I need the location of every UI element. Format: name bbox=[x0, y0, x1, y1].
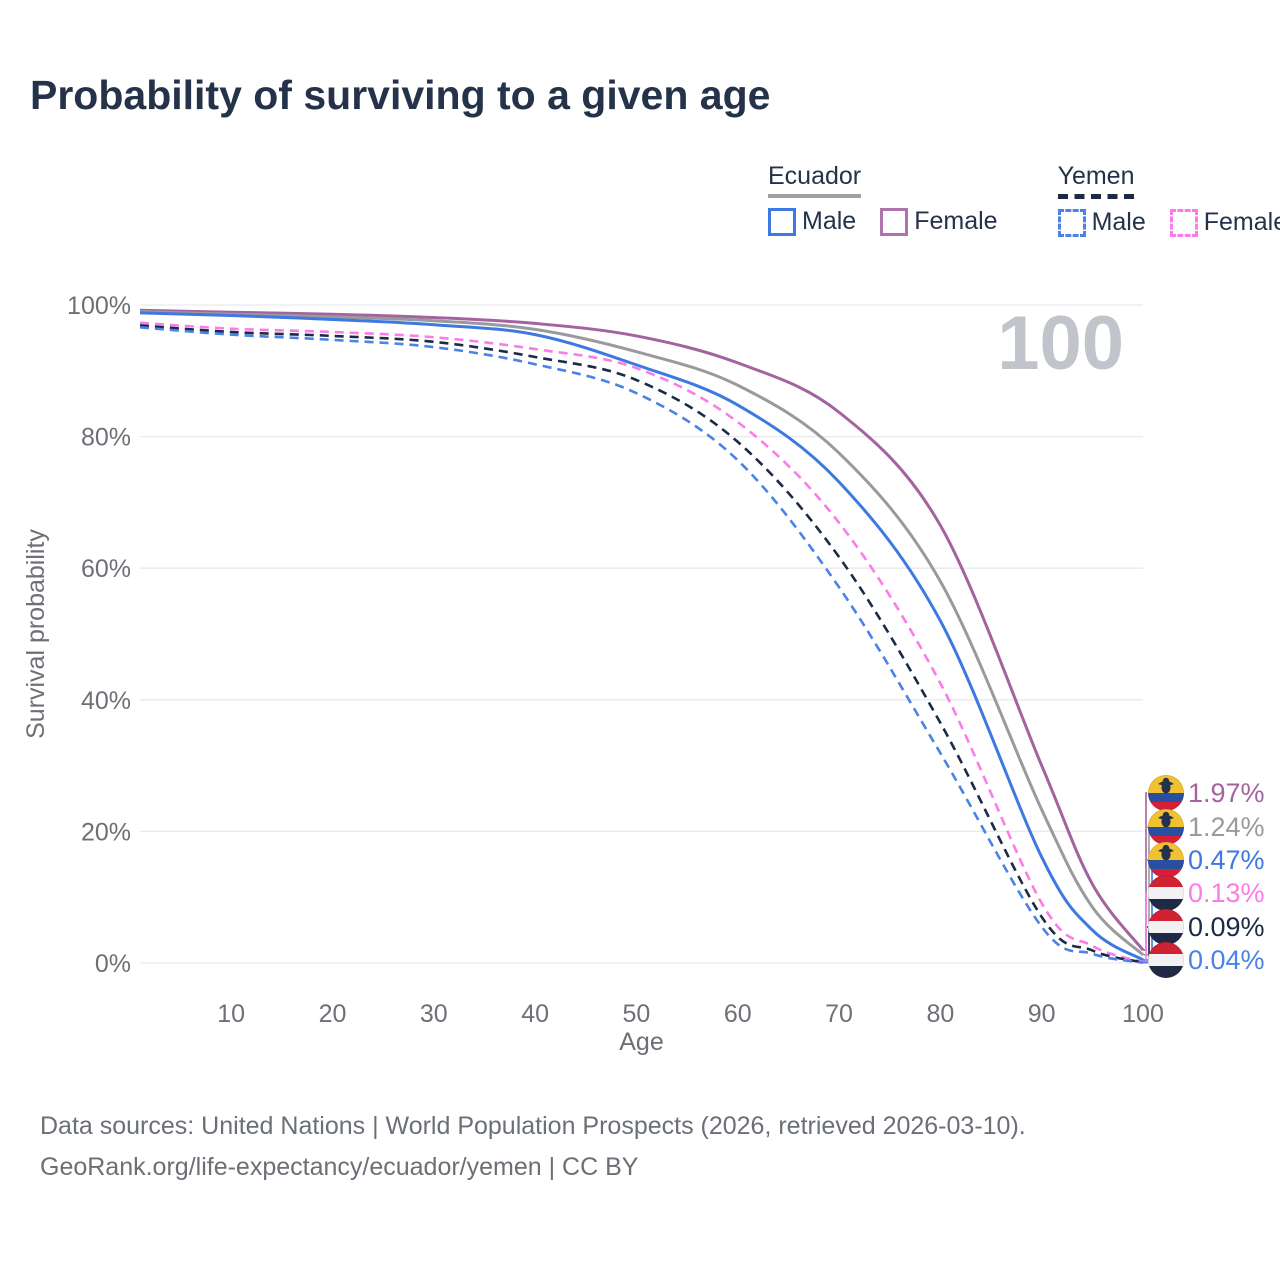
end-value-label: 1.24% bbox=[1188, 812, 1265, 842]
ecuador-female-checkbox-icon bbox=[880, 207, 909, 236]
legend-label: Female bbox=[914, 207, 998, 235]
x-axis-tick-label: 40 bbox=[521, 1000, 549, 1028]
curve-yemen-male bbox=[139, 326, 1144, 965]
chart-legend: Ecuador Male Female Yemen Male Female bbox=[768, 162, 1280, 237]
legend-label: Male bbox=[1091, 208, 1146, 236]
leader-line bbox=[1143, 792, 1147, 951]
end-value-label: 0.13% bbox=[1188, 878, 1265, 908]
y-axis-tick-label: 80% bbox=[81, 424, 131, 452]
curve-ecuador-male bbox=[139, 311, 1144, 962]
x-axis-tick-label: 30 bbox=[420, 1000, 448, 1028]
y-axis-tick-label: 60% bbox=[81, 555, 131, 583]
y-axis-tick-label: 40% bbox=[81, 687, 131, 715]
x-axis-tick-label: 100 bbox=[1122, 1000, 1164, 1028]
x-axis-tick-label: 60 bbox=[724, 1000, 752, 1028]
legend-group-ecuador: Ecuador Male Female bbox=[768, 162, 998, 237]
end-value-label: 0.47% bbox=[1188, 845, 1265, 875]
ecuador-flag-icon bbox=[1147, 808, 1185, 846]
legend-item-yemen-male[interactable]: Male bbox=[1057, 208, 1146, 237]
yemen-male-checkbox-icon bbox=[1057, 208, 1086, 237]
y-axis-tick-label: 100% bbox=[67, 292, 131, 320]
chart-footer: Data sources: United Nations | World Pop… bbox=[40, 1106, 1026, 1188]
legend-items-yemen: Male Female bbox=[1057, 208, 1280, 237]
yemen-flag-icon bbox=[1147, 874, 1185, 912]
y-axis-tick-label: 0% bbox=[95, 950, 131, 978]
attribution-line: GeoRank.org/life-expectancy/ecuador/yeme… bbox=[40, 1153, 639, 1181]
y-axis-tick-label: 20% bbox=[81, 818, 131, 846]
end-value-label: 0.04% bbox=[1188, 945, 1265, 975]
curve-yemen-both-sexes bbox=[139, 324, 1144, 964]
leader-line bbox=[1143, 892, 1147, 963]
leader-line bbox=[1143, 859, 1153, 961]
yemen-female-checkbox-icon bbox=[1169, 208, 1198, 237]
curve-ecuador-both-sexes bbox=[139, 310, 1145, 956]
data-sources-line: Data sources: United Nations | World Pop… bbox=[40, 1112, 1026, 1140]
x-axis-tick-label: 20 bbox=[319, 1000, 347, 1028]
yemen-flag-icon bbox=[1147, 908, 1185, 946]
legend-item-ecuador-male[interactable]: Male bbox=[768, 207, 856, 236]
x-axis-tick-label: 50 bbox=[623, 1000, 651, 1028]
legend-items-ecuador: Male Female bbox=[768, 207, 998, 236]
x-axis-tick-label: 90 bbox=[1028, 1000, 1056, 1028]
yemen-flag-icon bbox=[1147, 941, 1185, 979]
legend-label: Male bbox=[802, 207, 857, 235]
x-axis-title: Age bbox=[619, 1028, 663, 1056]
legend-item-yemen-female[interactable]: Female bbox=[1169, 208, 1280, 237]
ecuador-male-checkbox-icon bbox=[768, 207, 796, 236]
x-axis-tick-label: 70 bbox=[825, 1000, 853, 1028]
legend-item-ecuador-female[interactable]: Female bbox=[880, 207, 998, 236]
legend-group-yemen: Yemen Male Female bbox=[1057, 162, 1280, 237]
legend-group-title-yemen: Yemen bbox=[1057, 162, 1135, 199]
end-value-label: 1.97% bbox=[1188, 778, 1265, 808]
end-value-label: 0.09% bbox=[1188, 912, 1265, 942]
y-axis-title: Survival probability bbox=[22, 529, 50, 739]
x-axis-tick-label: 10 bbox=[217, 1000, 245, 1028]
x-axis-tick-label: 80 bbox=[926, 1000, 954, 1028]
page-title: Probability of surviving to a given age bbox=[30, 72, 771, 118]
age-watermark: 100 bbox=[997, 301, 1124, 386]
ecuador-flag-icon bbox=[1147, 774, 1185, 812]
legend-group-title-ecuador: Ecuador bbox=[768, 162, 862, 198]
ecuador-flag-icon bbox=[1147, 841, 1185, 879]
curve-ecuador-female bbox=[139, 308, 1145, 951]
curve-yemen-female bbox=[139, 321, 1144, 964]
legend-label: Female bbox=[1203, 208, 1280, 236]
